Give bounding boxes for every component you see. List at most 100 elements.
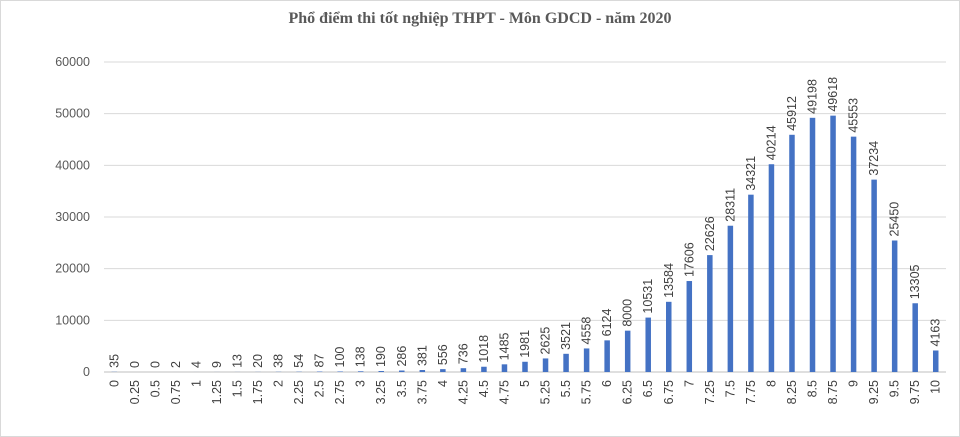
x-tick-label: 4.25 <box>456 380 470 404</box>
bar <box>481 366 487 372</box>
bar <box>871 179 877 372</box>
y-tick-label: 60000 <box>55 55 90 69</box>
bar <box>399 370 405 372</box>
x-tick-label: 0 <box>107 380 121 387</box>
bar <box>727 225 734 372</box>
chart-title: Phổ điểm thi tốt nghiệp THPT - Môn GDCD … <box>288 10 672 27</box>
data-label: 736 <box>456 343 470 364</box>
bar <box>501 364 508 372</box>
x-tick-label: 5.75 <box>580 380 594 404</box>
data-label: 4163 <box>929 319 943 347</box>
x-tick-label: 0.75 <box>169 380 183 404</box>
bar <box>707 255 713 372</box>
bar <box>460 368 467 372</box>
y-tick-label: 30000 <box>55 210 90 224</box>
x-tick-label: 9.5 <box>888 380 902 397</box>
data-label: 2625 <box>539 327 553 355</box>
x-tick-label: 1.25 <box>210 380 224 404</box>
data-label: 1485 <box>497 332 511 360</box>
data-label: 22626 <box>703 216 717 251</box>
bar <box>419 370 426 372</box>
bar <box>542 358 549 372</box>
x-tick-label: 6.5 <box>641 380 655 397</box>
data-label: 49198 <box>806 79 820 114</box>
bar <box>563 353 569 372</box>
data-label: 4 <box>189 361 203 368</box>
x-tick-label: 8.75 <box>826 380 840 404</box>
x-tick-label: 8 <box>764 380 778 387</box>
data-label: 0 <box>148 361 162 368</box>
y-tick-label: 10000 <box>55 313 90 327</box>
bar <box>583 348 590 372</box>
bar <box>666 301 672 372</box>
bar <box>686 281 693 372</box>
gridlines <box>104 61 946 321</box>
data-label: 28311 <box>723 188 737 222</box>
data-label: 4558 <box>580 317 594 345</box>
x-tick-label: 6.75 <box>662 380 676 404</box>
data-label: 381 <box>415 345 429 366</box>
data-label: 6124 <box>600 309 614 337</box>
data-label: 20 <box>251 354 265 368</box>
x-tick-label: 7.75 <box>744 380 758 404</box>
data-label: 13584 <box>662 263 676 298</box>
bar <box>440 369 446 372</box>
y-tick-label: 40000 <box>55 158 90 172</box>
data-label: 38 <box>272 354 286 368</box>
data-label: 100 <box>333 347 347 368</box>
x-tick-label: 7 <box>682 380 696 387</box>
x-tick-label: 3.5 <box>395 380 409 397</box>
data-label: 35 <box>107 354 121 368</box>
x-tick-label: 7.5 <box>723 380 737 397</box>
data-label: 87 <box>313 354 327 368</box>
x-tick-label: 3.25 <box>374 380 388 404</box>
data-label: 40214 <box>764 125 778 160</box>
bar <box>789 134 795 372</box>
x-tick-label: 2.75 <box>333 380 347 404</box>
y-tick-label: 0 <box>83 365 90 379</box>
x-tick-label: 8.25 <box>785 380 799 404</box>
bar <box>850 136 857 372</box>
bar <box>522 361 528 372</box>
data-label: 286 <box>395 346 409 367</box>
x-tick-label: 2 <box>272 380 286 387</box>
data-labels: 35 0 0 2 4 9 13 20 38 54 87 100 138 190 286 381 556 736 10… <box>107 77 942 368</box>
x-tick-label: 4.5 <box>477 380 491 397</box>
data-label: 0 <box>128 361 142 368</box>
data-label: 37234 <box>867 141 881 176</box>
y-tick-label: 20000 <box>55 262 90 276</box>
x-tick-label: 10 <box>929 380 943 394</box>
bar <box>932 350 939 372</box>
data-label: 1981 <box>518 330 532 358</box>
data-label: 25450 <box>888 202 902 237</box>
data-label: 45912 <box>785 96 799 131</box>
x-tick-label: 7.25 <box>703 380 717 404</box>
bar <box>768 164 775 372</box>
data-label: 1018 <box>477 335 491 363</box>
x-tick-label: 9.25 <box>867 380 881 404</box>
x-tick-label: 5.25 <box>539 380 553 404</box>
x-tick-label: 1.75 <box>251 380 265 404</box>
x-tick-label: 2.5 <box>313 380 327 397</box>
data-label: 138 <box>354 346 368 367</box>
x-tick-label: 5.5 <box>559 380 573 397</box>
x-tick-label: 3.75 <box>415 380 429 404</box>
data-label: 49618 <box>826 77 840 112</box>
x-tick-label: 3 <box>354 380 368 387</box>
x-tick-label: 0.5 <box>148 380 162 397</box>
bar <box>912 303 918 372</box>
bar <box>604 340 610 372</box>
x-tick-label: 4.75 <box>497 380 511 404</box>
data-label: 13305 <box>908 264 922 299</box>
data-label: 54 <box>292 354 306 368</box>
x-tick-label: 9 <box>847 380 861 387</box>
x-tick-label: 4 <box>436 380 450 387</box>
data-label: 8000 <box>621 299 635 327</box>
bar <box>624 330 631 372</box>
bar <box>809 117 816 372</box>
data-label: 556 <box>436 344 450 365</box>
data-label: 13 <box>230 354 244 368</box>
